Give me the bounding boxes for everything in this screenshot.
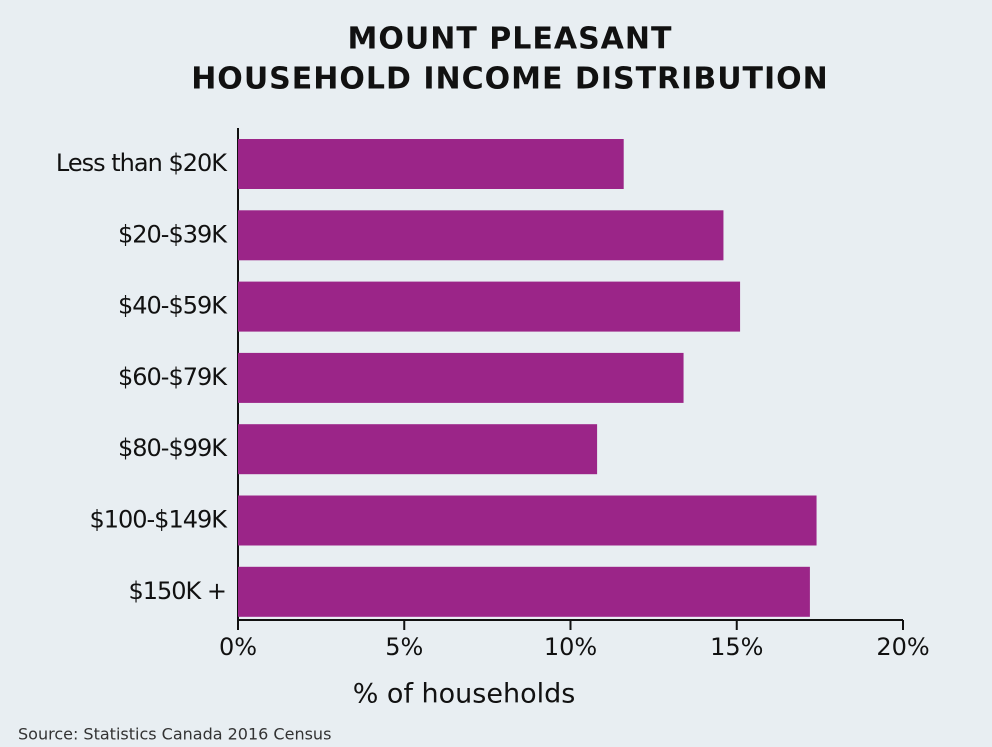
y-tick-label: $150K +	[128, 577, 226, 605]
bar	[238, 139, 624, 189]
bar	[238, 566, 810, 617]
y-tick-label: $60-$79K	[118, 363, 228, 391]
x-tick-label: 10%	[544, 633, 597, 661]
chart-title: HOUSEHOLD INCOME DISTRIBUTION	[191, 62, 829, 97]
y-tick-label: $40-$59K	[118, 292, 228, 320]
y-tick-label: $100-$149K	[89, 506, 228, 534]
y-tick-label: $20-$39K	[118, 220, 228, 248]
bar	[238, 424, 598, 475]
x-axis-label: % of households	[353, 679, 576, 710]
y-tick-label: $80-$99K	[118, 434, 228, 462]
bar	[238, 495, 817, 546]
x-tick-label: 20%	[876, 633, 929, 661]
bar	[238, 281, 741, 332]
x-tick-label: 15%	[710, 633, 763, 661]
y-tick-label: Less than $20K	[56, 149, 228, 177]
bar	[238, 352, 684, 403]
source: Source: Statistics Canada 2016 Census	[18, 725, 331, 744]
bar	[238, 210, 724, 261]
x-tick-label: 0%	[219, 633, 257, 661]
x-tick-label: 5%	[385, 633, 423, 661]
chart-title: MOUNT PLEASANT	[348, 22, 673, 57]
